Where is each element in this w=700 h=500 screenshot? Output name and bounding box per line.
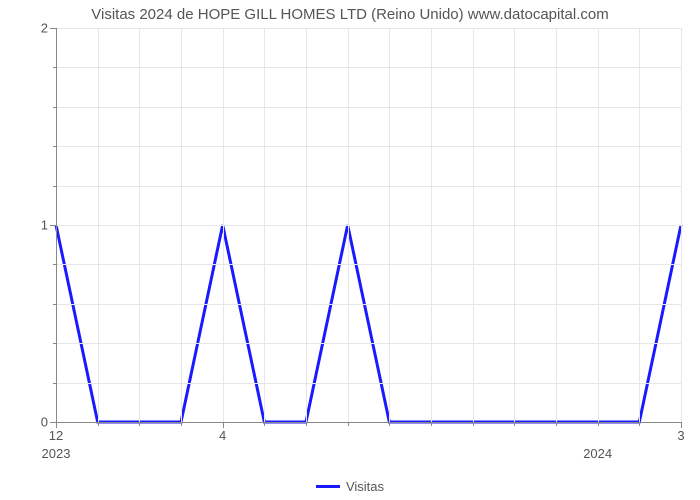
gridline-v <box>264 28 265 422</box>
x-minor-tick <box>389 422 390 426</box>
gridline-v <box>473 28 474 422</box>
x-sub-label: 2023 <box>42 446 71 461</box>
gridline-v <box>681 28 682 422</box>
gridline-v <box>348 28 349 422</box>
y-minor-tick <box>53 343 56 344</box>
gridline-v <box>639 28 640 422</box>
x-tick-label: 12 <box>49 428 63 443</box>
gridline-h <box>56 383 681 384</box>
y-tick <box>50 28 56 29</box>
gridline-h <box>56 304 681 305</box>
y-tick-label: 2 <box>28 21 48 36</box>
x-minor-tick <box>639 422 640 426</box>
y-axis-line <box>56 28 57 422</box>
x-minor-tick <box>139 422 140 426</box>
gridline-v <box>514 28 515 422</box>
x-minor-tick <box>181 422 182 426</box>
gridline-v <box>389 28 390 422</box>
plot-area: 012124320232024 <box>56 28 681 422</box>
gridline-v <box>306 28 307 422</box>
x-minor-tick <box>514 422 515 426</box>
gridline-h <box>56 28 681 29</box>
x-minor-tick <box>98 422 99 426</box>
legend: Visitas <box>316 479 384 494</box>
visits-chart: Visitas 2024 de HOPE GILL HOMES LTD (Rei… <box>0 0 700 500</box>
legend-swatch <box>316 485 340 488</box>
y-tick-label: 1 <box>28 218 48 233</box>
gridline-h <box>56 264 681 265</box>
gridline-v <box>556 28 557 422</box>
x-minor-tick <box>556 422 557 426</box>
x-minor-tick <box>306 422 307 426</box>
gridline-v <box>431 28 432 422</box>
gridline-h <box>56 343 681 344</box>
gridline-h <box>56 186 681 187</box>
x-tick-label: 4 <box>219 428 226 443</box>
y-minor-tick <box>53 107 56 108</box>
y-minor-tick <box>53 146 56 147</box>
chart-title: Visitas 2024 de HOPE GILL HOMES LTD (Rei… <box>0 6 700 23</box>
y-minor-tick <box>53 264 56 265</box>
y-minor-tick <box>53 186 56 187</box>
x-minor-tick <box>348 422 349 426</box>
y-minor-tick <box>53 383 56 384</box>
legend-label: Visitas <box>346 479 384 494</box>
gridline-h <box>56 107 681 108</box>
gridline-v <box>223 28 224 422</box>
gridline-v <box>181 28 182 422</box>
gridline-v <box>98 28 99 422</box>
x-axis-line <box>56 422 681 423</box>
x-minor-tick <box>473 422 474 426</box>
gridline-v <box>598 28 599 422</box>
gridline-h <box>56 146 681 147</box>
y-tick <box>50 225 56 226</box>
y-minor-tick <box>53 67 56 68</box>
x-sub-label: 2024 <box>583 446 612 461</box>
x-tick-label: 3 <box>677 428 684 443</box>
x-minor-tick <box>431 422 432 426</box>
gridline-h <box>56 225 681 226</box>
y-minor-tick <box>53 304 56 305</box>
gridline-h <box>56 67 681 68</box>
x-minor-tick <box>598 422 599 426</box>
gridline-v <box>139 28 140 422</box>
y-tick-label: 0 <box>28 415 48 430</box>
x-minor-tick <box>264 422 265 426</box>
